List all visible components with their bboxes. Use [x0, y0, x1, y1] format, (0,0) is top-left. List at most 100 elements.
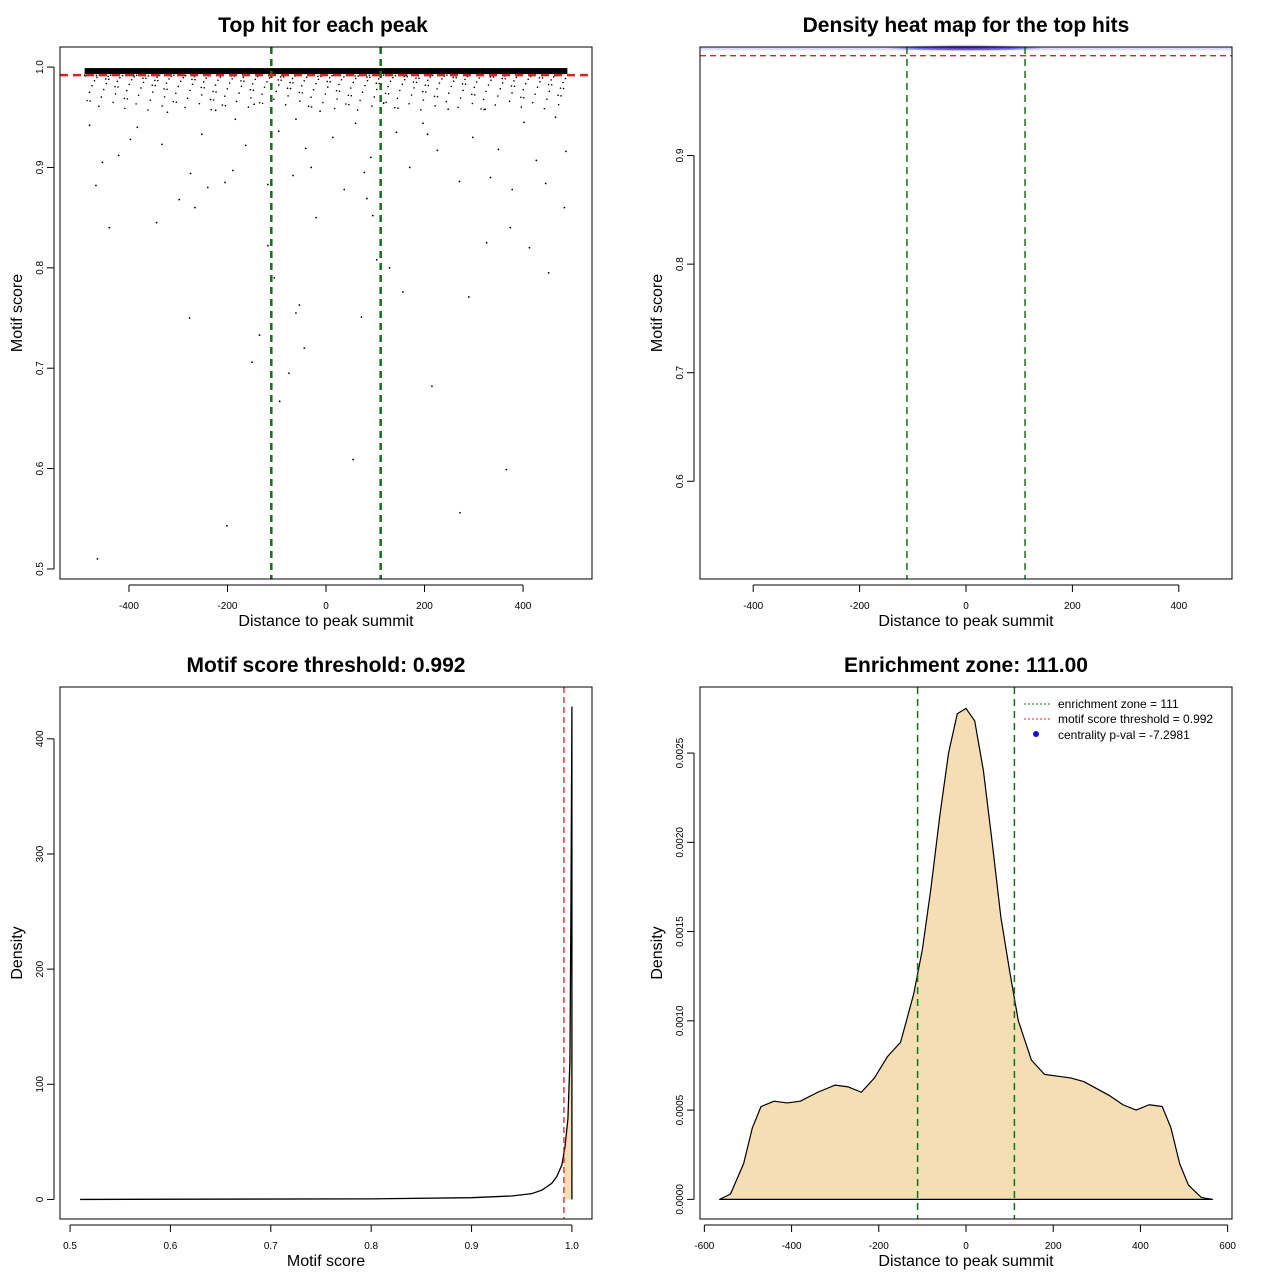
heatmap-y-axis: 0.6 0.7 0.8 0.9	[675, 148, 695, 488]
scatter-point	[421, 90, 424, 93]
scatter-point	[461, 83, 464, 85]
y-tick-label: 0.6	[675, 474, 686, 488]
x-tick-label: 0.6	[163, 1241, 177, 1252]
scatter-point	[243, 80, 245, 82]
density-hotspot	[886, 45, 1046, 51]
scatter-point	[388, 266, 391, 269]
score-density-y-axis: 0 100 200 300 400	[35, 730, 55, 1202]
scatter-point	[88, 91, 91, 94]
scatter-point	[145, 77, 147, 80]
scatter-point	[277, 84, 280, 86]
scatter-point	[163, 96, 166, 98]
scatter-point	[552, 75, 555, 78]
scatter-point	[100, 96, 103, 98]
scatter-point	[242, 76, 245, 79]
scatter-point	[331, 136, 334, 139]
enrichment-y-label: Density	[649, 926, 666, 979]
scatter-panel: Top hit for each peak -400 -200 0 200 400 0.…	[9, 14, 593, 630]
scatter-point	[482, 98, 485, 101]
scatter-point	[235, 100, 238, 103]
scatter-point	[474, 94, 476, 96]
scatter-point	[152, 91, 154, 93]
scatter-point	[107, 78, 110, 80]
scatter-point	[455, 76, 457, 79]
scatter-point	[310, 166, 313, 169]
scatter-point	[117, 154, 120, 157]
scatter-point	[104, 78, 107, 80]
scatter-point	[347, 94, 350, 97]
scatter-point	[266, 183, 269, 186]
scatter-point	[194, 78, 196, 81]
scatter-y-label: Motif score	[9, 274, 26, 352]
scatter-point	[369, 156, 372, 159]
x-tick-label: -200	[850, 601, 870, 612]
scatter-point	[415, 77, 417, 79]
y-tick-label: 0.6	[35, 461, 46, 475]
y-tick-label: 300	[35, 845, 46, 862]
x-tick-label: 200	[1064, 601, 1081, 612]
scatter-point	[513, 80, 515, 82]
scatter-point	[536, 86, 539, 88]
scatter-point	[253, 103, 255, 106]
scatter-point	[524, 82, 527, 85]
scatter-point	[473, 86, 476, 89]
scatter-point	[361, 91, 364, 94]
scatter-point	[188, 317, 191, 319]
scatter-point	[349, 87, 352, 89]
scatter-point	[95, 184, 97, 187]
scatter-point	[107, 75, 109, 78]
scatter-point	[457, 106, 459, 109]
scatter-point	[163, 88, 165, 90]
scatter-point	[445, 100, 448, 103]
scatter-point	[124, 107, 126, 110]
scatter-point	[415, 81, 418, 84]
scatter-point	[480, 108, 482, 110]
scatter-point	[490, 79, 492, 82]
scatter-point	[178, 198, 181, 201]
heatmap-marks	[700, 45, 1232, 579]
score-density-panel: Motif score threshold: 0.992 0.5 0.6 0.7 0.…	[9, 654, 593, 1270]
scatter-point	[212, 99, 215, 101]
scatter-point	[395, 131, 398, 134]
y-tick-label: 0.0025	[675, 737, 686, 768]
scatter-point	[471, 102, 474, 105]
enrichment-y-axis: 0.0000 0.0005 0.0010 0.0015 0.0020 0.0025	[675, 737, 695, 1215]
x-tick-label: 400	[1132, 1241, 1149, 1252]
scatter-point	[125, 89, 128, 92]
scatter-point	[179, 80, 182, 83]
scatter-point	[336, 98, 338, 100]
enrichment-title: Enrichment zone: 111.00	[844, 654, 1088, 677]
scatter-point	[89, 100, 91, 102]
scatter-point	[528, 246, 531, 249]
scatter-point	[96, 76, 98, 79]
scatter-point	[168, 78, 170, 80]
scatter-point	[224, 95, 226, 97]
scatter-point	[373, 96, 376, 98]
scatter-point	[504, 77, 507, 80]
scatter-point	[420, 109, 422, 111]
y-tick-label: 0.9	[35, 160, 46, 174]
scatter-point	[312, 88, 315, 91]
scatter-point	[448, 92, 450, 94]
scatter-point	[539, 80, 541, 83]
scatter-point	[366, 76, 368, 78]
scatter-point	[326, 80, 329, 83]
x-tick-label: 200	[1045, 1241, 1062, 1252]
scatter-point	[426, 79, 429, 82]
x-tick-label: 1.0	[565, 1241, 579, 1252]
scatter-point	[250, 97, 252, 99]
scatter-point	[459, 511, 461, 514]
scatter-point	[562, 81, 564, 84]
scatter-point	[214, 84, 217, 86]
scatter-point	[398, 89, 401, 92]
scatter-point	[112, 101, 114, 104]
scatter-point	[299, 100, 301, 102]
scatter-point	[543, 107, 546, 110]
y-tick-label: 0.0015	[675, 916, 686, 947]
scatter-point	[418, 77, 420, 80]
scatter-point	[154, 84, 157, 87]
enrichment-panel: Enrichment zone: 111.00 -600 -400 -200 0 200…	[649, 654, 1236, 1270]
scatter-point	[173, 74, 175, 76]
scatter-point	[226, 87, 229, 90]
scatter-point	[300, 85, 303, 87]
